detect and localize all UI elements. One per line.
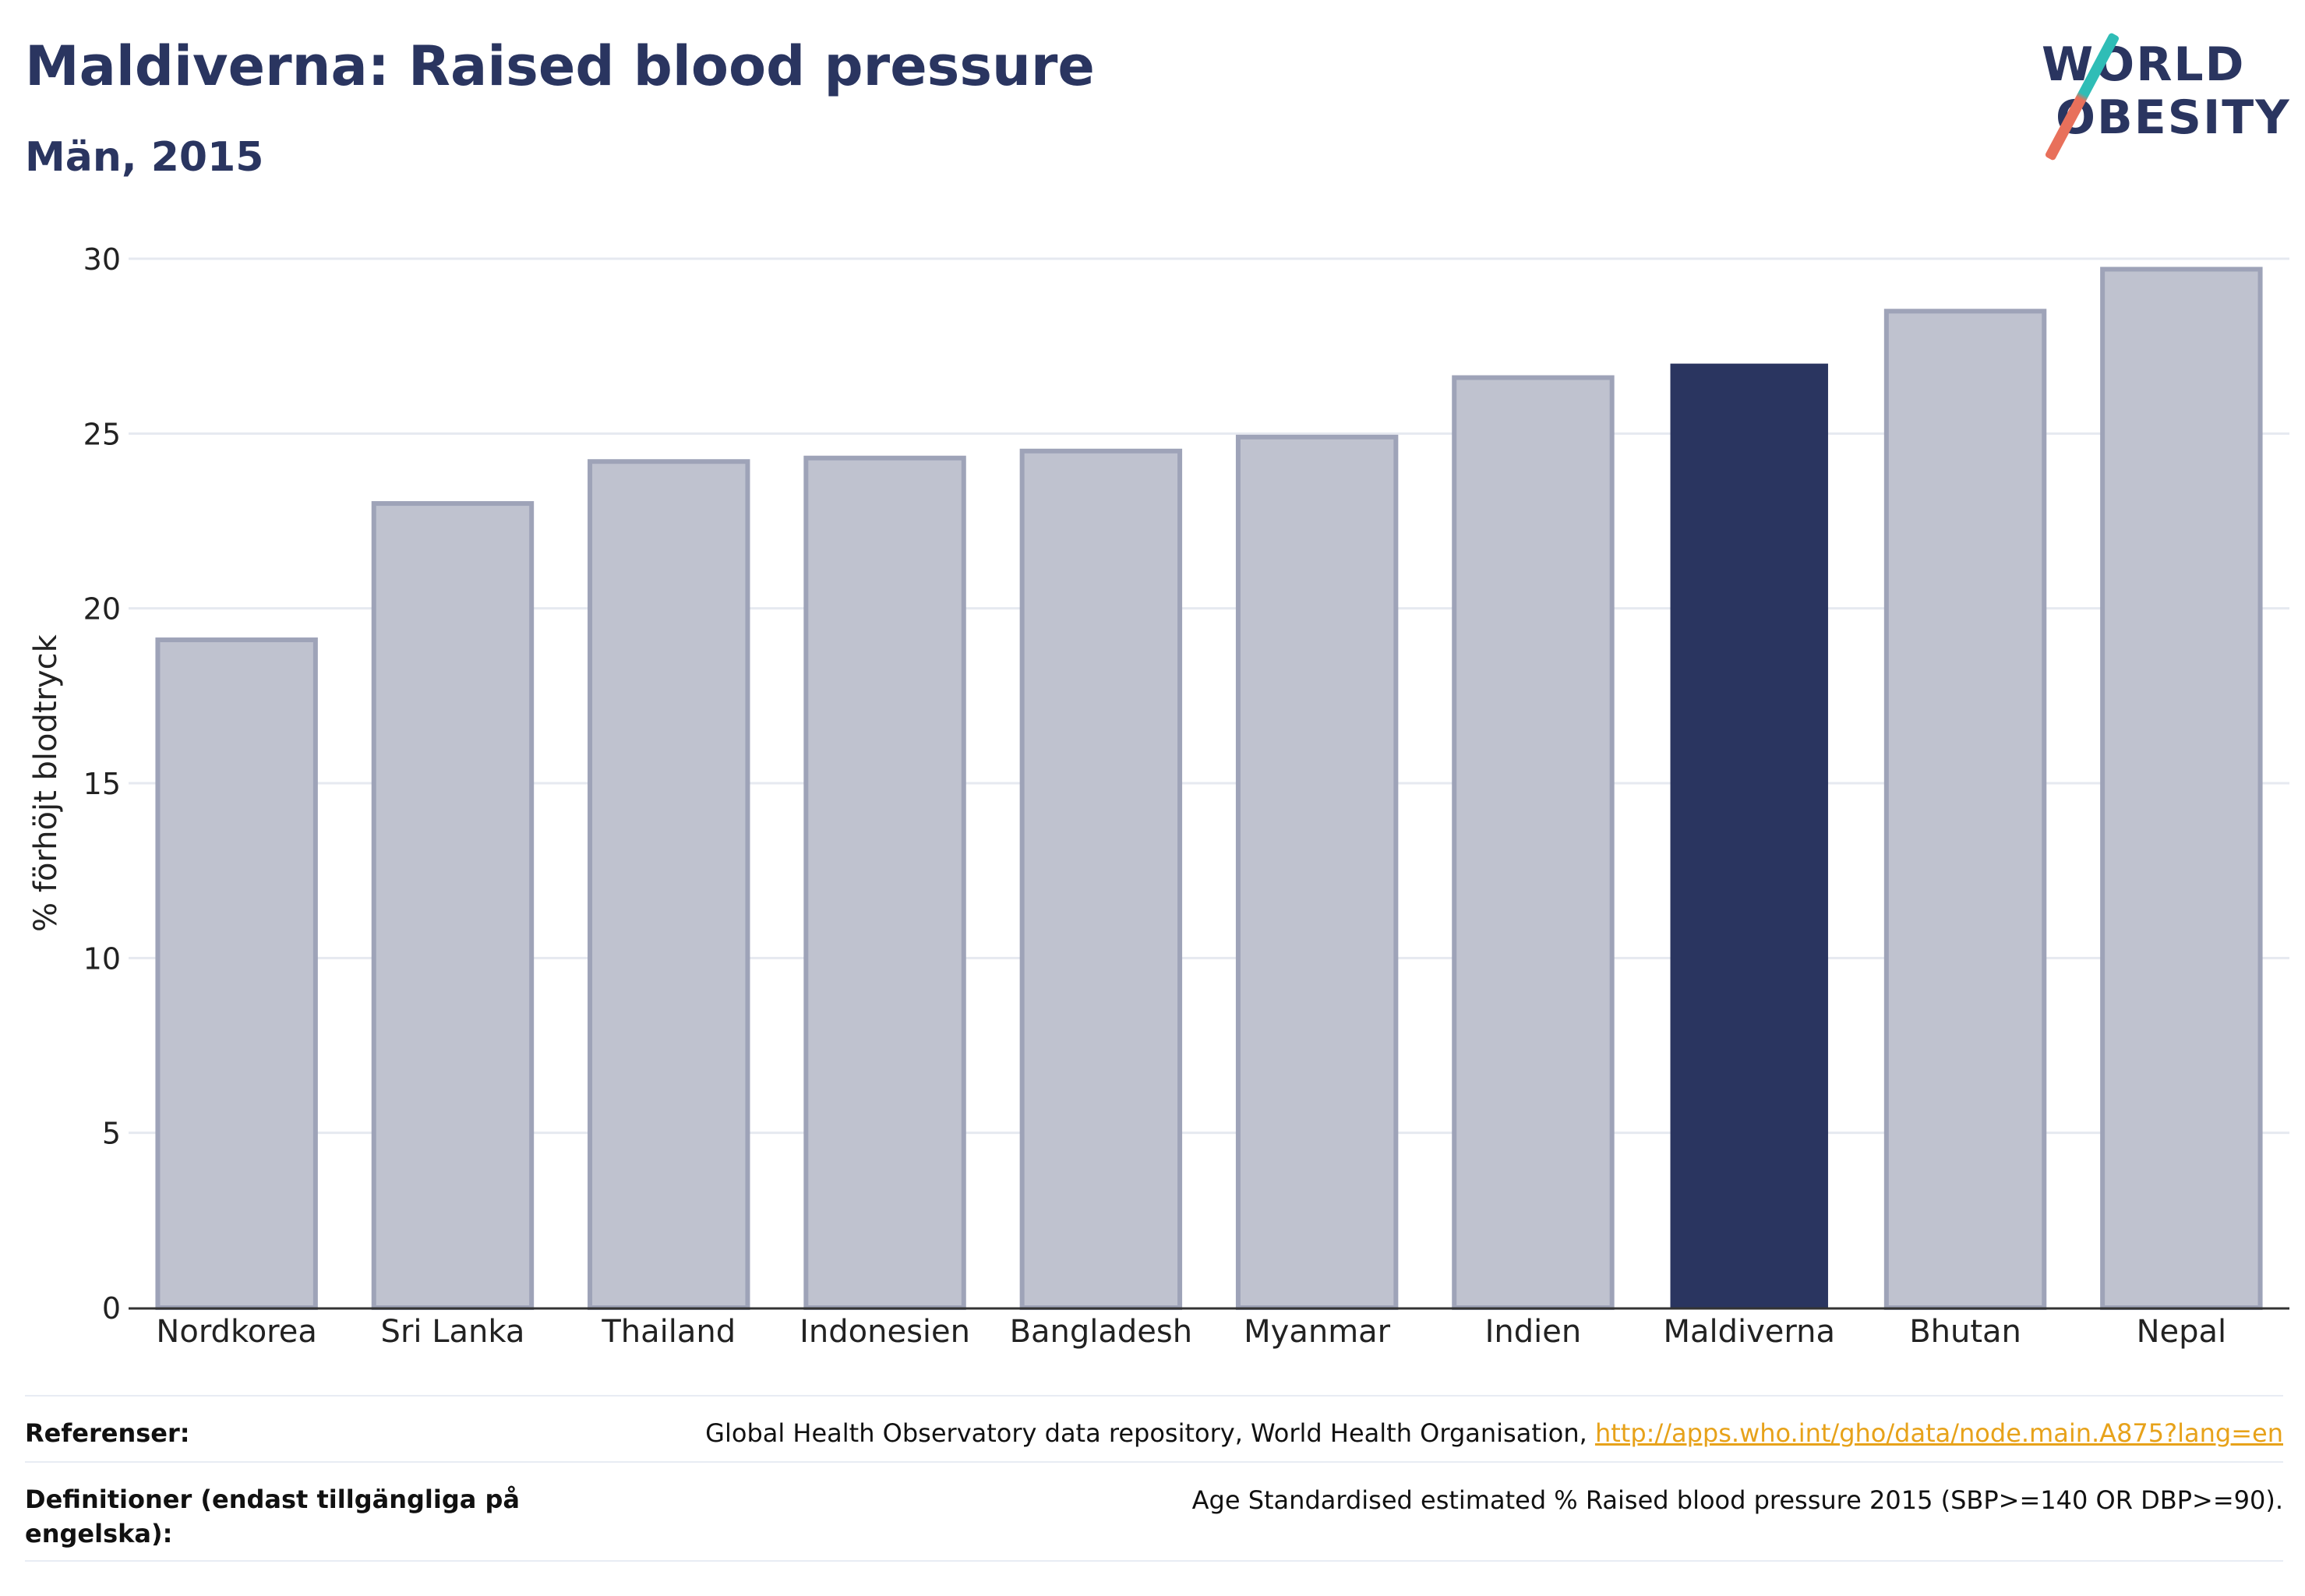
references-text: Global Health Observatory data repositor… <box>705 1418 1595 1448</box>
x-tick-label: Sri Lanka <box>381 1314 525 1350</box>
y-axis-ticks: 0 5 10 15 20 25 30 <box>83 242 121 1326</box>
bar-indien <box>1452 375 1615 1311</box>
x-tick-label: Thailand <box>601 1314 736 1350</box>
x-tick-label: Indonesien <box>800 1314 970 1350</box>
definitions-label: Definitioner (endast tillgängliga på eng… <box>25 1485 520 1548</box>
bar-bhutan <box>1883 309 2047 1310</box>
bar-sri-lanka <box>371 501 535 1310</box>
y-tick-label: 10 <box>83 941 121 976</box>
world-obesity-logo: WORLD OBESITY <box>2034 23 2291 164</box>
x-tick-label: Bhutan <box>1909 1314 2021 1350</box>
chart-subtitle: Män, 2015 <box>25 134 264 181</box>
references-link[interactable]: http://apps.who.int/gho/data/node.main.A… <box>1594 1418 2283 1448</box>
bar-indonesien <box>803 455 966 1310</box>
logo-line-2: OBESITY <box>2056 90 2291 145</box>
x-tick-label: Nepal <box>2137 1314 2227 1350</box>
bar-myanmar <box>1235 434 1399 1311</box>
bar-bangladesh <box>1019 448 1183 1310</box>
bar-nepal <box>2100 267 2263 1311</box>
x-tick-label: Myanmar <box>1244 1314 1391 1350</box>
bar-thailand <box>588 459 750 1310</box>
y-tick-label: 5 <box>102 1117 121 1151</box>
bar-chart: 0 5 10 15 20 25 30 Nordkorea Sri Lanka Thailand I… <box>28 242 2289 1350</box>
x-axis-labels: Nordkorea Sri Lanka Thailand Indonesien Bang… <box>156 1314 2226 1350</box>
footer-top-divider <box>25 1395 2283 1396</box>
y-tick-label: 25 <box>83 417 121 451</box>
bar-nordkorea <box>155 637 318 1310</box>
bar-maldiverna <box>1670 363 1828 1308</box>
references-value: Global Health Observatory data repositor… <box>705 1418 2283 1448</box>
y-tick-label: 20 <box>83 592 121 627</box>
footer-bottom-divider <box>25 1560 2283 1562</box>
y-axis-title: % förhöjt blodtryck <box>28 634 64 932</box>
bars <box>155 267 2263 1311</box>
y-tick-label: 0 <box>102 1291 121 1326</box>
x-tick-label: Bangladesh <box>1010 1314 1193 1350</box>
x-tick-label: Maldiverna <box>1663 1314 1835 1350</box>
references-label: Referenser: <box>25 1418 190 1448</box>
x-tick-label: Nordkorea <box>156 1314 316 1350</box>
y-tick-label: 15 <box>83 767 121 801</box>
definitions-value: Age Standardised estimated % Raised bloo… <box>1191 1485 2283 1515</box>
logo-line-1: WORLD <box>2042 37 2246 92</box>
y-tick-label: 30 <box>83 242 121 277</box>
footer-middle-divider <box>25 1461 2283 1463</box>
chart-title: Maldiverna: Raised blood pressure <box>25 34 1095 98</box>
x-tick-label: Indien <box>1485 1314 1582 1350</box>
